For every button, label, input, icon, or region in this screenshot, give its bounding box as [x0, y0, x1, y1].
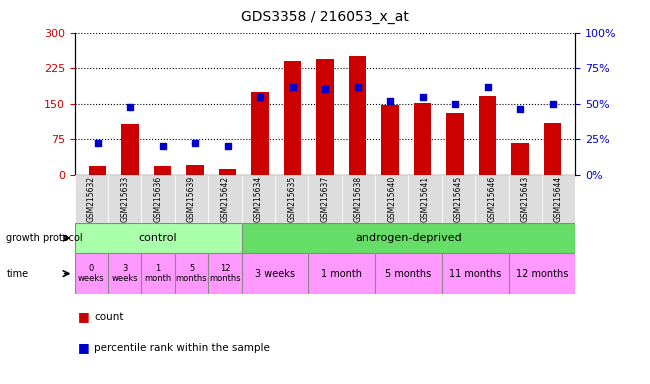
Point — [287, 84, 298, 90]
Text: growth protocol: growth protocol — [6, 233, 83, 243]
Point — [320, 86, 330, 93]
Text: GSM215639: GSM215639 — [187, 175, 196, 222]
Bar — [218, 169, 237, 175]
Text: GSM215632: GSM215632 — [87, 175, 96, 222]
Text: 3 weeks: 3 weeks — [255, 268, 295, 279]
Text: GDS3358 / 216053_x_at: GDS3358 / 216053_x_at — [241, 10, 409, 24]
Bar — [142, 175, 175, 223]
Text: GSM215644: GSM215644 — [554, 175, 563, 222]
Text: androgen-deprived: androgen-deprived — [355, 233, 462, 243]
Text: GSM215633: GSM215633 — [120, 175, 129, 222]
Bar — [121, 124, 139, 175]
Point — [482, 84, 493, 90]
Point — [255, 93, 265, 99]
Point — [385, 98, 395, 104]
Bar — [175, 175, 208, 223]
Bar — [208, 175, 242, 223]
Text: GSM215635: GSM215635 — [287, 175, 296, 222]
Text: 1 month: 1 month — [321, 268, 362, 279]
Text: 1
month: 1 month — [144, 264, 172, 283]
Text: GSM215642: GSM215642 — [220, 175, 229, 222]
Point — [190, 141, 200, 147]
Bar — [108, 175, 142, 223]
Bar — [508, 175, 542, 223]
Bar — [381, 104, 399, 175]
Text: control: control — [139, 233, 177, 243]
Bar — [511, 142, 529, 175]
Bar — [75, 175, 108, 223]
Text: 12 months: 12 months — [515, 268, 568, 279]
Text: GSM215641: GSM215641 — [421, 175, 430, 222]
Bar — [316, 59, 334, 175]
Text: 5
months: 5 months — [176, 264, 207, 283]
Text: 5 months: 5 months — [385, 268, 432, 279]
Bar — [413, 103, 432, 175]
Text: ■: ■ — [78, 341, 90, 354]
Text: 12
months: 12 months — [209, 264, 240, 283]
Text: ■: ■ — [78, 310, 90, 323]
Bar — [446, 113, 464, 175]
Bar — [251, 92, 269, 175]
Text: GSM215637: GSM215637 — [320, 175, 330, 222]
Text: 3
weeks: 3 weeks — [112, 264, 138, 283]
Bar — [342, 175, 375, 223]
Text: time: time — [6, 268, 29, 279]
Bar — [408, 175, 442, 223]
Bar — [542, 175, 575, 223]
Bar — [153, 166, 172, 175]
Bar — [375, 175, 408, 223]
Text: count: count — [94, 312, 124, 322]
Point — [157, 143, 168, 149]
Point — [92, 141, 103, 147]
Point — [547, 101, 558, 107]
Bar — [348, 56, 367, 175]
Bar — [478, 96, 497, 175]
Text: GSM215636: GSM215636 — [153, 175, 162, 222]
Point — [515, 106, 525, 113]
Bar — [543, 122, 562, 175]
Text: 0
weeks: 0 weeks — [78, 264, 105, 283]
Bar — [186, 165, 204, 175]
Bar — [242, 175, 275, 223]
Point — [222, 143, 233, 149]
Bar — [283, 61, 302, 175]
Text: GSM215646: GSM215646 — [488, 175, 497, 222]
Point — [352, 84, 363, 90]
Point — [125, 103, 135, 109]
Bar — [308, 175, 342, 223]
Bar — [442, 175, 475, 223]
Point — [417, 93, 428, 99]
Bar — [88, 166, 107, 175]
Point — [450, 101, 460, 107]
Text: GSM215640: GSM215640 — [387, 175, 396, 222]
Bar — [275, 175, 308, 223]
Bar — [475, 175, 508, 223]
Text: percentile rank within the sample: percentile rank within the sample — [94, 343, 270, 353]
Text: GSM215638: GSM215638 — [354, 175, 363, 222]
Text: GSM215643: GSM215643 — [521, 175, 530, 222]
Text: 11 months: 11 months — [449, 268, 501, 279]
Text: GSM215645: GSM215645 — [454, 175, 463, 222]
Text: GSM215634: GSM215634 — [254, 175, 263, 222]
